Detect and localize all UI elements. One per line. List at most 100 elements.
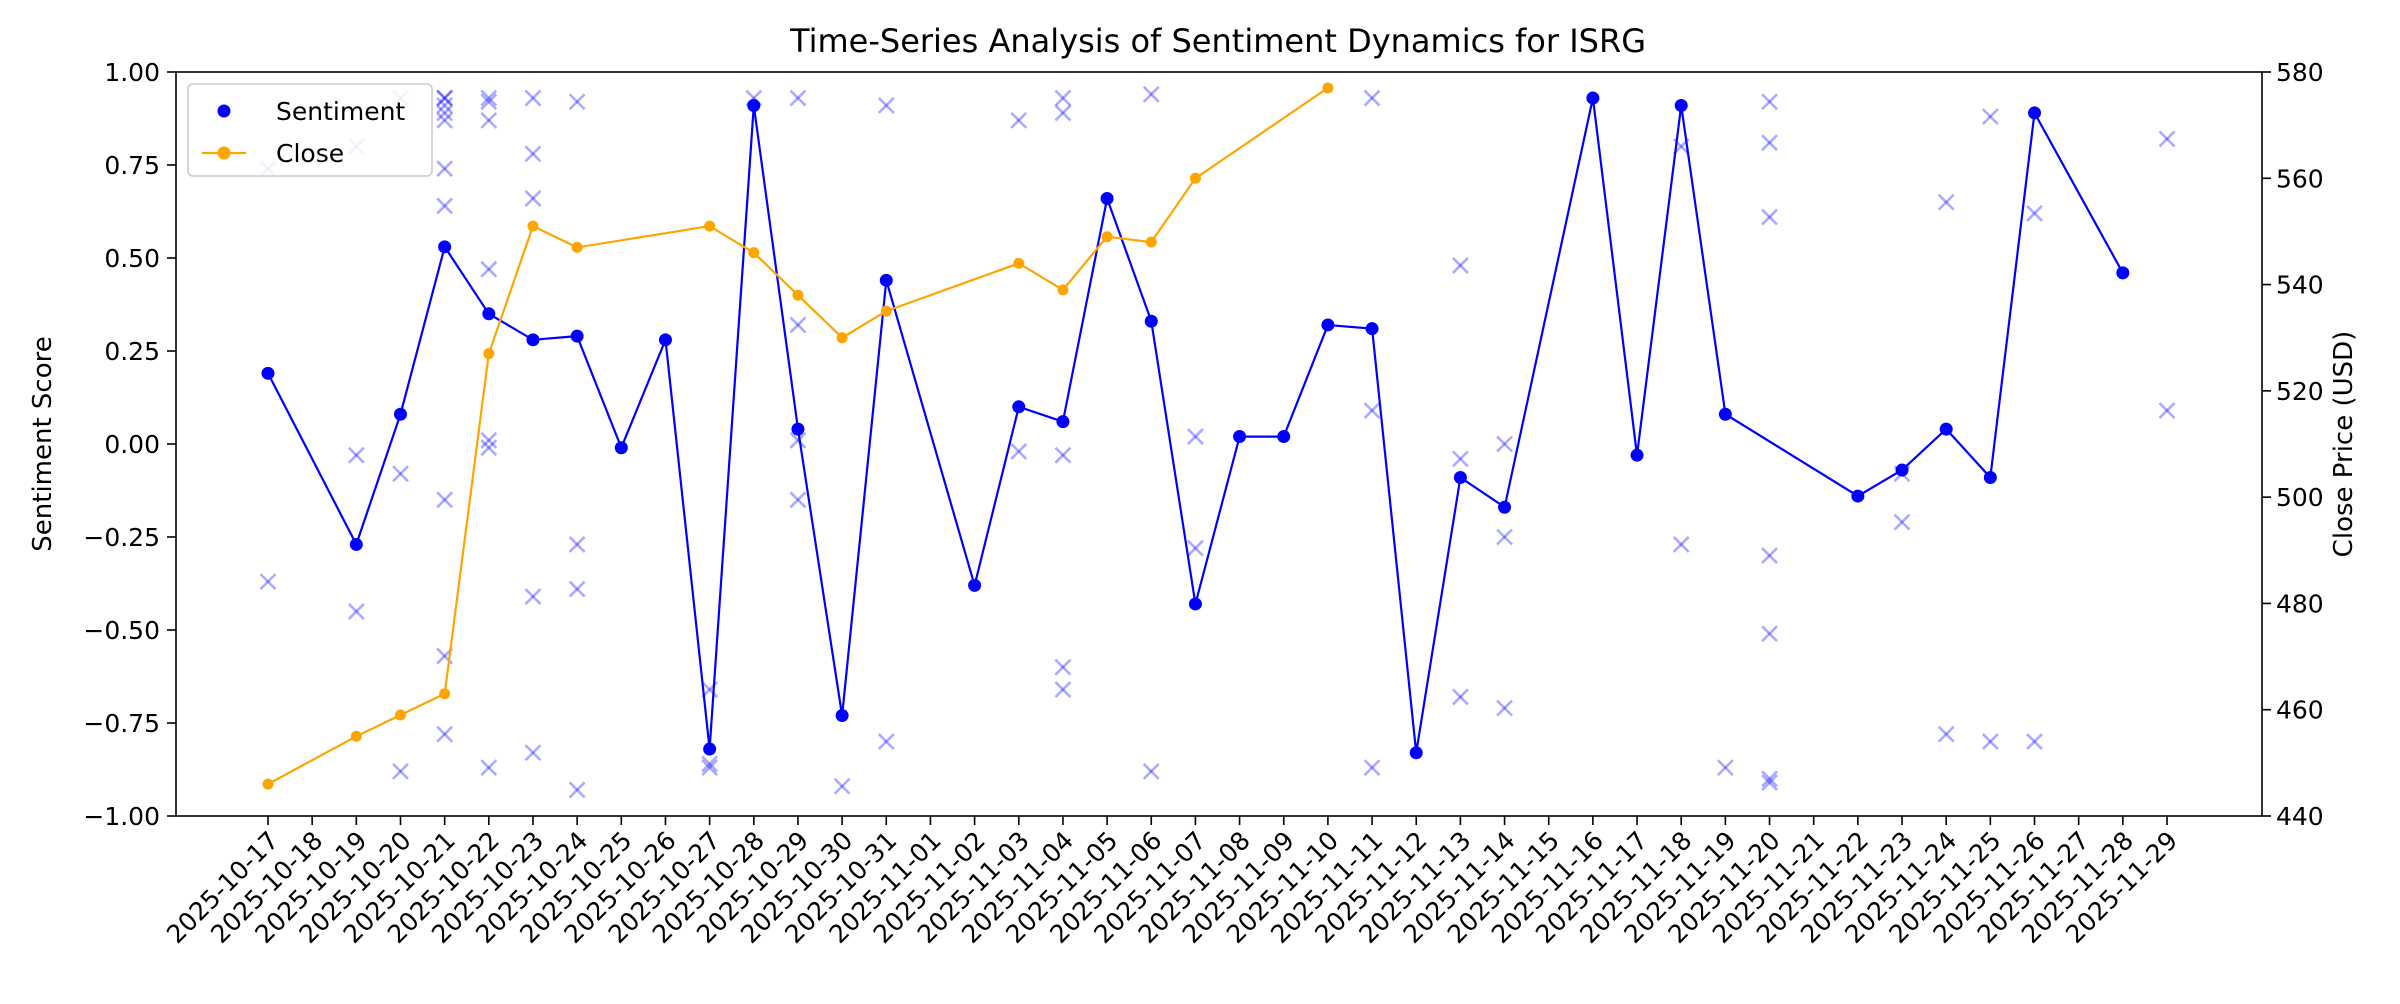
y-right-tick-label: 500 <box>2276 483 2324 512</box>
x-marker-stroke <box>347 602 365 620</box>
y-right-tick-label: 460 <box>2276 696 2324 725</box>
sentiment-point <box>526 333 540 347</box>
axes-layer: −1.00 −0.75 −0.50 −0.25 0.00 0.25 0.50 0.75 1.00… <box>83 58 2323 949</box>
x-marker <box>1186 539 1204 557</box>
x-marker-stroke <box>789 491 807 509</box>
x-marker-stroke <box>480 431 498 449</box>
x-marker-stroke <box>524 744 542 762</box>
x-marker-stroke <box>436 160 454 178</box>
x-marker-stroke <box>2026 733 2043 751</box>
legend-label: Close <box>276 139 344 168</box>
x-marker <box>1054 89 1072 107</box>
x-marker-stroke <box>789 89 807 107</box>
x-marker-stroke <box>347 446 365 464</box>
x-marker-stroke <box>833 777 851 795</box>
x-marker <box>436 111 454 129</box>
x-marker <box>436 725 454 743</box>
x-marker <box>347 446 365 464</box>
sentiment-point <box>1718 407 1732 421</box>
x-marker-stroke <box>568 580 586 598</box>
x-marker-stroke <box>436 725 454 743</box>
sentiment-point <box>1365 322 1379 336</box>
x-marker <box>480 89 498 107</box>
x-marker <box>568 580 586 598</box>
x-marker-stroke <box>1496 435 1513 453</box>
sentiment-point <box>968 578 982 592</box>
x-marker <box>1010 111 1028 129</box>
sentiment-point <box>570 329 584 343</box>
x-marker <box>1496 699 1513 717</box>
close-point <box>1013 257 1025 269</box>
x-marker <box>1054 446 1072 464</box>
x-marker-stroke <box>1142 762 1160 780</box>
x-marker-stroke <box>436 89 454 107</box>
x-marker-stroke <box>524 588 542 605</box>
x-marker <box>480 93 498 111</box>
x-marker-stroke <box>1054 658 1072 676</box>
sentiment-point <box>1144 314 1158 328</box>
x-marker-stroke <box>568 93 586 111</box>
x-marker <box>877 97 895 114</box>
x-marker-stroke <box>259 573 277 591</box>
x-marker-stroke <box>1054 89 1072 107</box>
x-marker <box>1761 774 1778 791</box>
x-marker-stroke <box>1893 513 1911 531</box>
y-left-tick-label: −0.75 <box>83 709 160 738</box>
x-marker-stroke <box>436 111 454 129</box>
x-marker-stroke <box>1451 450 1469 468</box>
x-marker <box>436 197 454 215</box>
x-marker <box>1672 536 1690 553</box>
x-marker <box>1363 759 1381 777</box>
x-marker-stroke <box>1761 93 1778 111</box>
x-marker-layer <box>259 85 2176 799</box>
sentiment-point <box>835 709 849 723</box>
close-point <box>483 348 495 360</box>
x-marker-stroke <box>1010 111 1028 129</box>
close-point <box>748 247 760 259</box>
x-marker-stroke <box>701 759 719 777</box>
x-marker <box>2026 733 2043 751</box>
x-marker <box>1363 402 1381 419</box>
x-marker-stroke <box>877 97 895 114</box>
x-marker-stroke <box>568 536 586 553</box>
x-marker <box>1761 93 1778 111</box>
sentiment-point <box>1895 463 1909 477</box>
y-right-tick-label: 440 <box>2276 802 2324 831</box>
series-point-layer <box>261 82 2130 790</box>
sentiment-point <box>1674 98 1688 112</box>
x-marker-stroke <box>568 781 586 799</box>
sentiment-point <box>1188 597 1202 611</box>
x-marker-stroke <box>2158 130 2176 148</box>
x-marker <box>480 111 498 129</box>
x-marker-stroke <box>789 431 807 449</box>
x-marker-stroke <box>1496 435 1513 453</box>
y-axis-left-label: Sentiment Score <box>28 336 58 551</box>
x-marker <box>480 439 498 457</box>
x-marker <box>789 491 807 509</box>
sentiment-point <box>1012 400 1026 414</box>
x-marker-stroke <box>480 111 498 129</box>
x-marker-stroke <box>1054 446 1072 464</box>
sentiment-point <box>1630 448 1644 462</box>
x-marker-stroke <box>789 491 807 509</box>
x-marker-stroke <box>789 89 807 107</box>
sentiment-point <box>791 422 805 436</box>
x-marker <box>480 759 498 777</box>
x-marker <box>877 733 895 751</box>
x-marker <box>789 431 807 449</box>
x-marker <box>1496 528 1513 546</box>
x-marker-stroke <box>1761 770 1778 788</box>
sentiment-point <box>1100 191 1114 205</box>
x-marker <box>1937 725 1955 743</box>
x-marker <box>2158 130 2176 148</box>
close-point <box>836 332 848 344</box>
y-right-tick-label: 480 <box>2276 589 2324 618</box>
sentiment-point <box>1586 91 1600 105</box>
x-marker <box>1054 658 1072 676</box>
sentiment-point <box>1851 489 1865 503</box>
y-left-tick-label: 0.75 <box>104 151 160 180</box>
x-marker <box>1054 104 1072 122</box>
x-marker-stroke <box>1937 725 1955 743</box>
x-marker-stroke <box>1761 208 1778 226</box>
